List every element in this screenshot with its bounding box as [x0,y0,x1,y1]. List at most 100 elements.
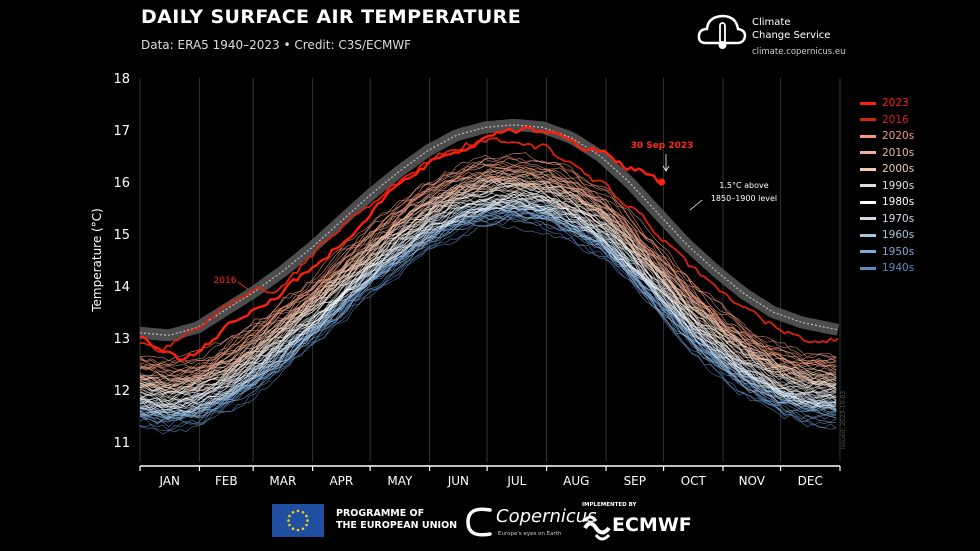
y-tick-label: 16 [113,176,130,191]
month-label: APR [329,474,353,488]
cloud-thermometer-icon [697,14,747,49]
month-label: JUL [506,474,526,488]
decade-line-2010s [139,171,837,380]
annotation-1p5-line2: 1850–1900 level [711,194,777,203]
legend-swatch [860,101,876,105]
decade-line-2000s [139,183,837,396]
annotation-2016: 2016 [214,276,237,286]
legend-swatch [860,134,876,138]
decade-line-1970s [139,204,837,420]
legend-swatch [860,118,876,122]
decade-line-1980s [139,200,837,411]
legend-item-2000s: 2000s [860,161,970,178]
series-line-2023 [139,126,663,361]
legend-label: 2020s [882,130,915,143]
legend-swatch [860,184,876,188]
annotation-30sep2023: 30 Sep 2023 [631,141,694,151]
legend-swatch [860,200,876,204]
legend-item-2010s: 2010s [860,145,970,162]
decade-line-2020s [139,166,837,373]
decade-line-2010s [139,176,837,384]
annotation-arrowhead [662,165,670,172]
decade-line-1950s [139,205,837,415]
month-label: DEC [798,474,823,488]
decade-line-1990s [139,187,837,401]
copernicus-logo: Copernicus Europe's eyes on Earth [462,502,597,542]
month-label: MAY [387,474,413,488]
decade-line-1940s [139,215,837,432]
decade-line-2020s [139,163,837,372]
month-label: MAR [269,474,296,488]
legend-swatch [860,151,876,155]
legend-item-2016: 2016 [860,112,970,129]
decade-line-2020s [139,162,837,366]
y-tick-label: 17 [113,124,130,139]
month-label: JUN [447,474,469,488]
chart-subtitle: Data: ERA5 1940–2023 • Credit: C3S/ECMWF [141,38,412,52]
legend-label: 1990s [882,179,915,192]
chart-legend: 2023 2016 2020s 2010s 2000s 1990s 1980s 1970s 19… [860,95,970,277]
decade-line-2020s [139,170,837,377]
decade-line-2020s [139,154,837,366]
issued-watermark: Issued: 2023-10-03 [840,391,847,449]
legend-label: 2023 [882,97,909,110]
legend-swatch [860,167,876,171]
month-label: SEP [624,474,646,488]
decade-line-1950s [139,214,837,424]
legend-item-1960s: 1960s [860,227,970,244]
y-tick-label: 14 [113,280,130,295]
legend-swatch [860,233,876,237]
annotation-2016-leader [237,281,249,290]
c3s-url[interactable]: climate.copernicus.eu [752,47,846,57]
legend-swatch [860,250,876,254]
copernicus-swoosh-icon [466,507,492,537]
footer-logos: PROGRAMME OF THE EUROPEAN UNION Copernic… [0,496,980,546]
legend-item-1940s: 1940s [860,260,970,277]
decade-line-1940s [139,213,837,428]
decade-line-1960s [139,207,837,417]
c3s-name: Climate Change Service [752,17,831,41]
decade-line-2000s [139,183,837,391]
legend-item-1970s: 1970s [860,211,970,228]
month-label: AUG [563,474,589,488]
series-line-2016 [139,137,839,353]
legend-swatch [860,266,876,270]
month-label: OCT [681,474,707,488]
decade-line-1960s [139,205,837,419]
decade-line-1990s [139,184,837,396]
legend-label: 1960s [882,229,915,242]
baseline-band [137,119,841,342]
legend-label: 2000s [882,163,915,176]
y-tick-label: 11 [113,436,130,451]
legend-label: 2010s [882,146,915,159]
decade-line-2010s [139,175,837,388]
c3s-logo[interactable]: Climate Change Service climate.copernicu… [694,3,846,63]
ecmwf-waves-icon [583,515,611,541]
legend-item-2023: 2023 [860,95,970,112]
chart-title: DAILY SURFACE AIR TEMPERATURE [141,6,522,28]
y-tick-label: 12 [113,384,130,399]
y-tick-label: 13 [113,332,130,347]
decade-line-1970s [139,199,837,414]
legend-item-1990s: 1990s [860,178,970,195]
baseline-dotted-line [139,124,839,336]
legend-item-1980s: 1980s [860,194,970,211]
decade-line-2000s [139,179,837,387]
annotation-1p5-arrow [689,199,703,211]
y-tick-label: 18 [113,72,130,87]
month-label: FEB [215,474,238,488]
decade-line-1970s [139,190,837,406]
legend-item-2020s: 2020s [860,128,970,145]
y-axis-label: Temperature (°C) [90,208,104,313]
legend-swatch [860,217,876,221]
annotation-1p5-line1: 1.5°C above [719,181,768,190]
eu-flag-icon [272,504,324,537]
legend-label: 1940s [882,262,915,275]
legend-label: 2016 [882,113,909,126]
decade-line-2020s [139,164,837,378]
eu-programme-text: PROGRAMME OF THE EUROPEAN UNION [336,508,458,531]
y-tick-label: 15 [113,228,130,243]
series-2023-endpoint [658,178,666,186]
ecmwf-logo: IMPLEMENTED BY ECMWF [580,502,700,542]
